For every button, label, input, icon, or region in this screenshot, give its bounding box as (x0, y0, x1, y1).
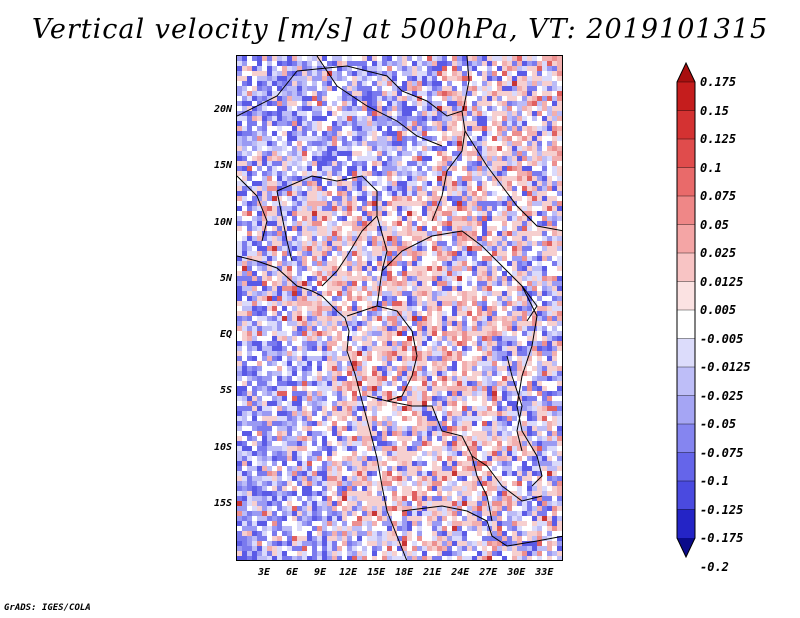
border-drc-south (386, 400, 543, 502)
colorbar-cell (676, 395, 696, 425)
border-nigeria (276, 175, 378, 287)
colorbar-label: -0.005 (700, 331, 744, 346)
colorbar-cell (676, 366, 696, 397)
border-chad-sudan (462, 56, 562, 232)
colorbar (676, 62, 696, 558)
colorbar-cell (676, 252, 696, 283)
colorbar-cell (676, 281, 696, 311)
lat-label: EQ (219, 329, 232, 341)
border-lake-tanganyika (506, 355, 523, 452)
colorbar-label: 0.125 (700, 132, 737, 146)
colorbar-label: 0.025 (700, 246, 737, 260)
lon-label: 18E (395, 567, 414, 578)
coastline (237, 255, 408, 560)
lon-label: 9E (314, 567, 327, 578)
colorbar-label: 0.0125 (700, 274, 744, 289)
grads-credit: GrADS: IGES/COLA (4, 603, 91, 613)
border-cameroon (346, 215, 388, 317)
colorbar-cell (676, 338, 696, 368)
lon-label: 21E (423, 567, 442, 578)
colorbar-cell (676, 480, 696, 511)
plot-title: Vertical velocity [m/s] at 500hPa, VT: 2… (31, 14, 769, 45)
map-panel (236, 55, 563, 561)
colorbar-cell (676, 452, 696, 482)
colorbar-label: -0.125 (700, 502, 744, 517)
lat-label: 5N (219, 272, 232, 284)
colorbar-label: -0.05 (700, 417, 737, 431)
colorbar-label: 0.075 (700, 189, 737, 203)
vertical-velocity-map (237, 56, 562, 560)
border-congo (366, 305, 418, 402)
colorbar-cell (676, 509, 696, 539)
border-niger-chad (296, 65, 466, 222)
lat-label: 15S (213, 497, 232, 509)
colorbar-label: -0.2 (700, 559, 729, 574)
border-car (381, 230, 538, 322)
border-north (237, 56, 443, 147)
colorbar-label: 0.005 (700, 303, 737, 317)
colorbar-label: 0.15 (700, 103, 729, 118)
lon-label: 30E (507, 567, 526, 578)
colorbar-cell (676, 167, 696, 197)
lon-label: 33E (535, 567, 554, 578)
colorbar-cell (676, 138, 696, 169)
velocity-field (237, 56, 562, 560)
lon-label: 3E (257, 567, 271, 578)
lat-label: 20N (213, 104, 232, 116)
lat-label: 10N (213, 216, 232, 228)
colorbar-label: -0.025 (700, 388, 744, 403)
border-drc-east (516, 285, 543, 487)
colorbar-label: 0.1 (700, 160, 722, 175)
colorbar-cell (676, 309, 696, 340)
colorbar-cell (676, 195, 696, 226)
border-west (237, 175, 293, 262)
lat-label: 10S (213, 441, 232, 453)
lon-label: 24E (451, 567, 470, 578)
colorbar-cell (676, 423, 696, 454)
border-zambia (471, 455, 493, 522)
colorbar-cell (676, 81, 696, 112)
lon-label: 12E (339, 567, 358, 578)
colorbar-label: -0.1 (700, 474, 729, 488)
lat-label: 15N (213, 160, 232, 172)
colorbar-cell (676, 224, 696, 254)
lon-label: 27E (479, 567, 498, 578)
colorbar-label: -0.175 (700, 531, 744, 545)
lon-label: 15E (367, 567, 386, 578)
colorbar-cell (676, 110, 696, 140)
country-borders (237, 56, 562, 560)
lat-label: 5S (219, 385, 232, 397)
colorbar-cell (677, 538, 695, 557)
colorbar-cell (677, 63, 695, 82)
colorbar-label: -0.075 (700, 445, 744, 460)
colorbar-outline (676, 62, 696, 558)
colorbar-label: -0.0125 (700, 360, 751, 374)
colorbar-label: 0.05 (700, 217, 729, 232)
colorbar-label: 0.175 (700, 75, 737, 89)
border-angola (401, 505, 562, 547)
lon-label: 6E (286, 567, 299, 578)
